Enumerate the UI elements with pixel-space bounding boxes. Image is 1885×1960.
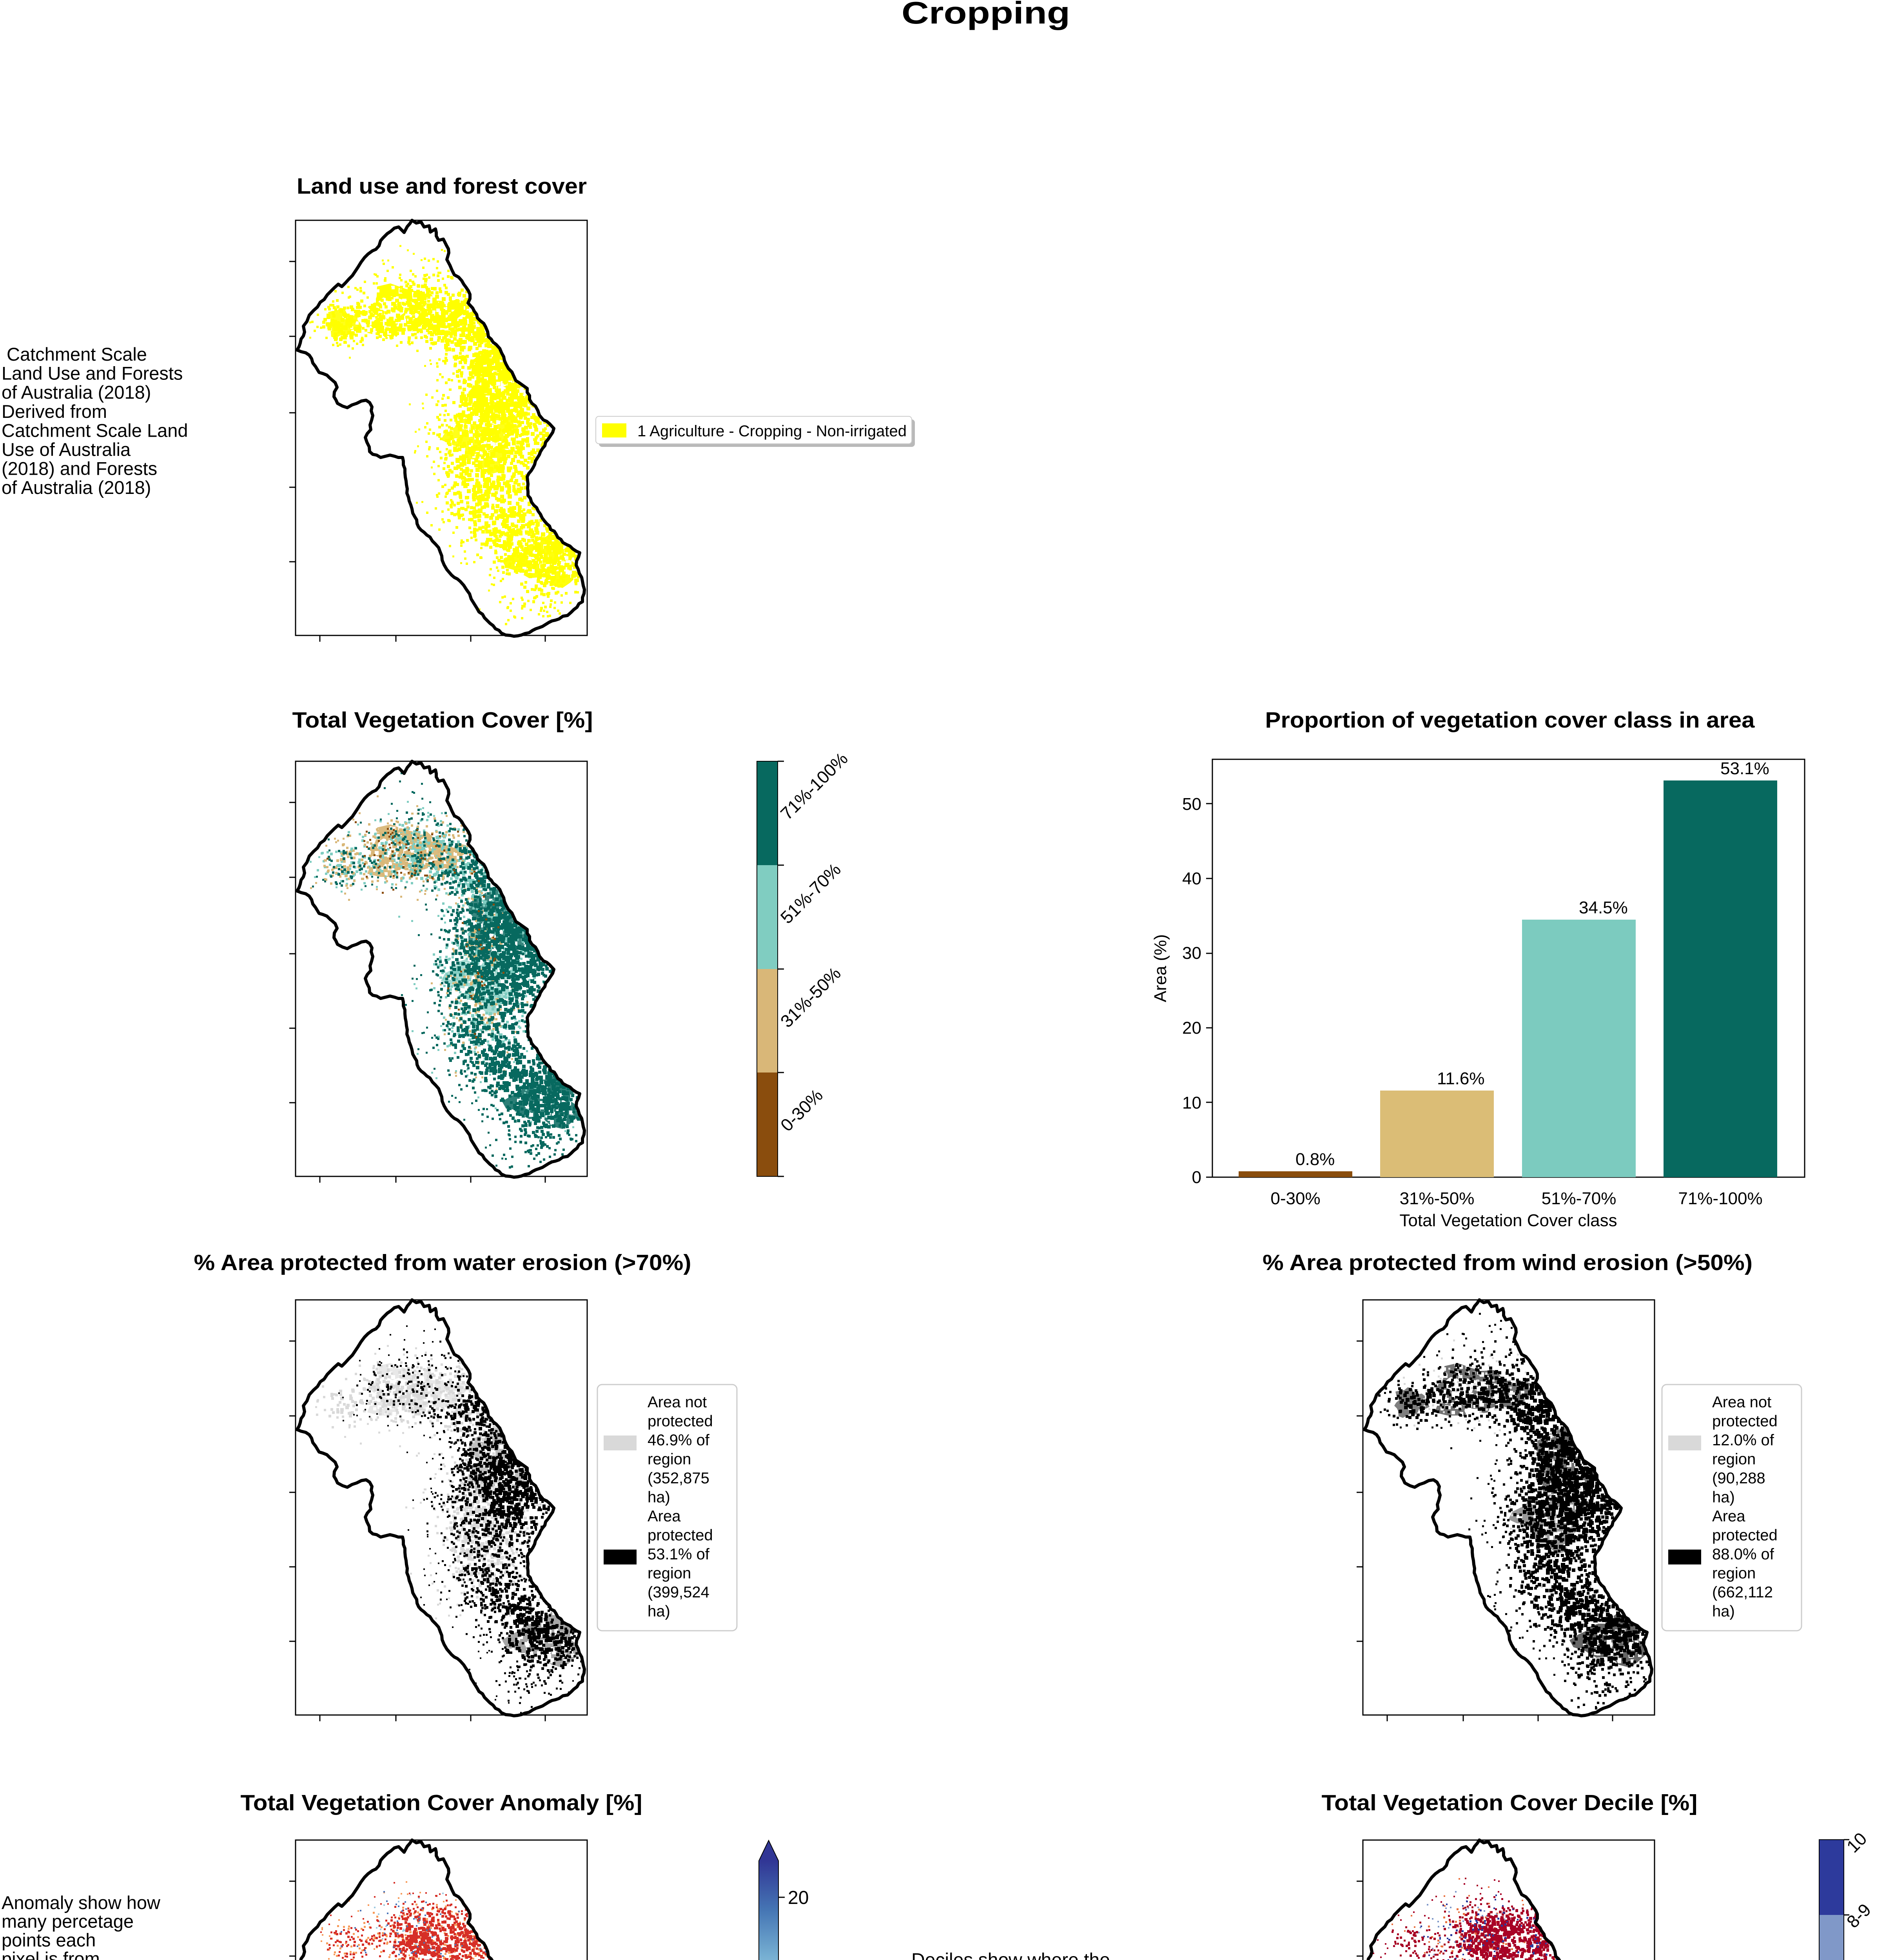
svg-text:30: 30 [1182,944,1201,963]
svg-text:% Area protected from wind ero: % Area protected from wind erosion (>50%… [1263,1250,1753,1275]
svg-text:71%-100%: 71%-100% [1678,1189,1762,1208]
svg-text:53.1%: 53.1% [1720,759,1769,778]
svg-text:1 Agriculture - Cropping - Non: 1 Agriculture - Cropping - Non-irrigated [637,423,907,440]
svg-text:Total Vegetation Cover [%]: Total Vegetation Cover [%] [292,708,593,733]
svg-text:Total Vegetation Cover Anomaly: Total Vegetation Cover Anomaly [%] [241,1790,642,1815]
svg-text:0: 0 [1192,1168,1201,1187]
svg-text:0.8%: 0.8% [1295,1150,1335,1169]
svg-text:50: 50 [1182,795,1201,814]
svg-text:20: 20 [788,1887,809,1908]
svg-text:Cropping: Cropping [902,0,1070,30]
svg-text:Land use and forest cover: Land use and forest cover [297,174,587,199]
svg-text:0-30%: 0-30% [1270,1189,1320,1208]
svg-text:10: 10 [1182,1093,1201,1112]
svg-text:Total Vegetation Cover Decile: Total Vegetation Cover Decile [%] [1322,1790,1698,1815]
svg-text:% Area protected from water er: % Area protected from water erosion (>70… [194,1250,691,1275]
svg-text:Proportion of vegetation cover: Proportion of vegetation cover class in … [1265,708,1755,733]
svg-text:51%-70%: 51%-70% [1542,1189,1616,1208]
svg-text:11.6%: 11.6% [1437,1069,1485,1088]
svg-text:40: 40 [1182,869,1201,888]
svg-text:Deciles show where thepixel va: Deciles show where thepixel value lies i… [911,1950,1117,1960]
svg-text:20: 20 [1182,1018,1201,1038]
svg-text:Area (%): Area (%) [1151,934,1170,1002]
svg-text:34.5%: 34.5% [1579,898,1628,917]
svg-text:31%-50%: 31%-50% [1400,1189,1475,1208]
svg-text:Total Vegetation Cover class: Total Vegetation Cover class [1399,1211,1617,1230]
